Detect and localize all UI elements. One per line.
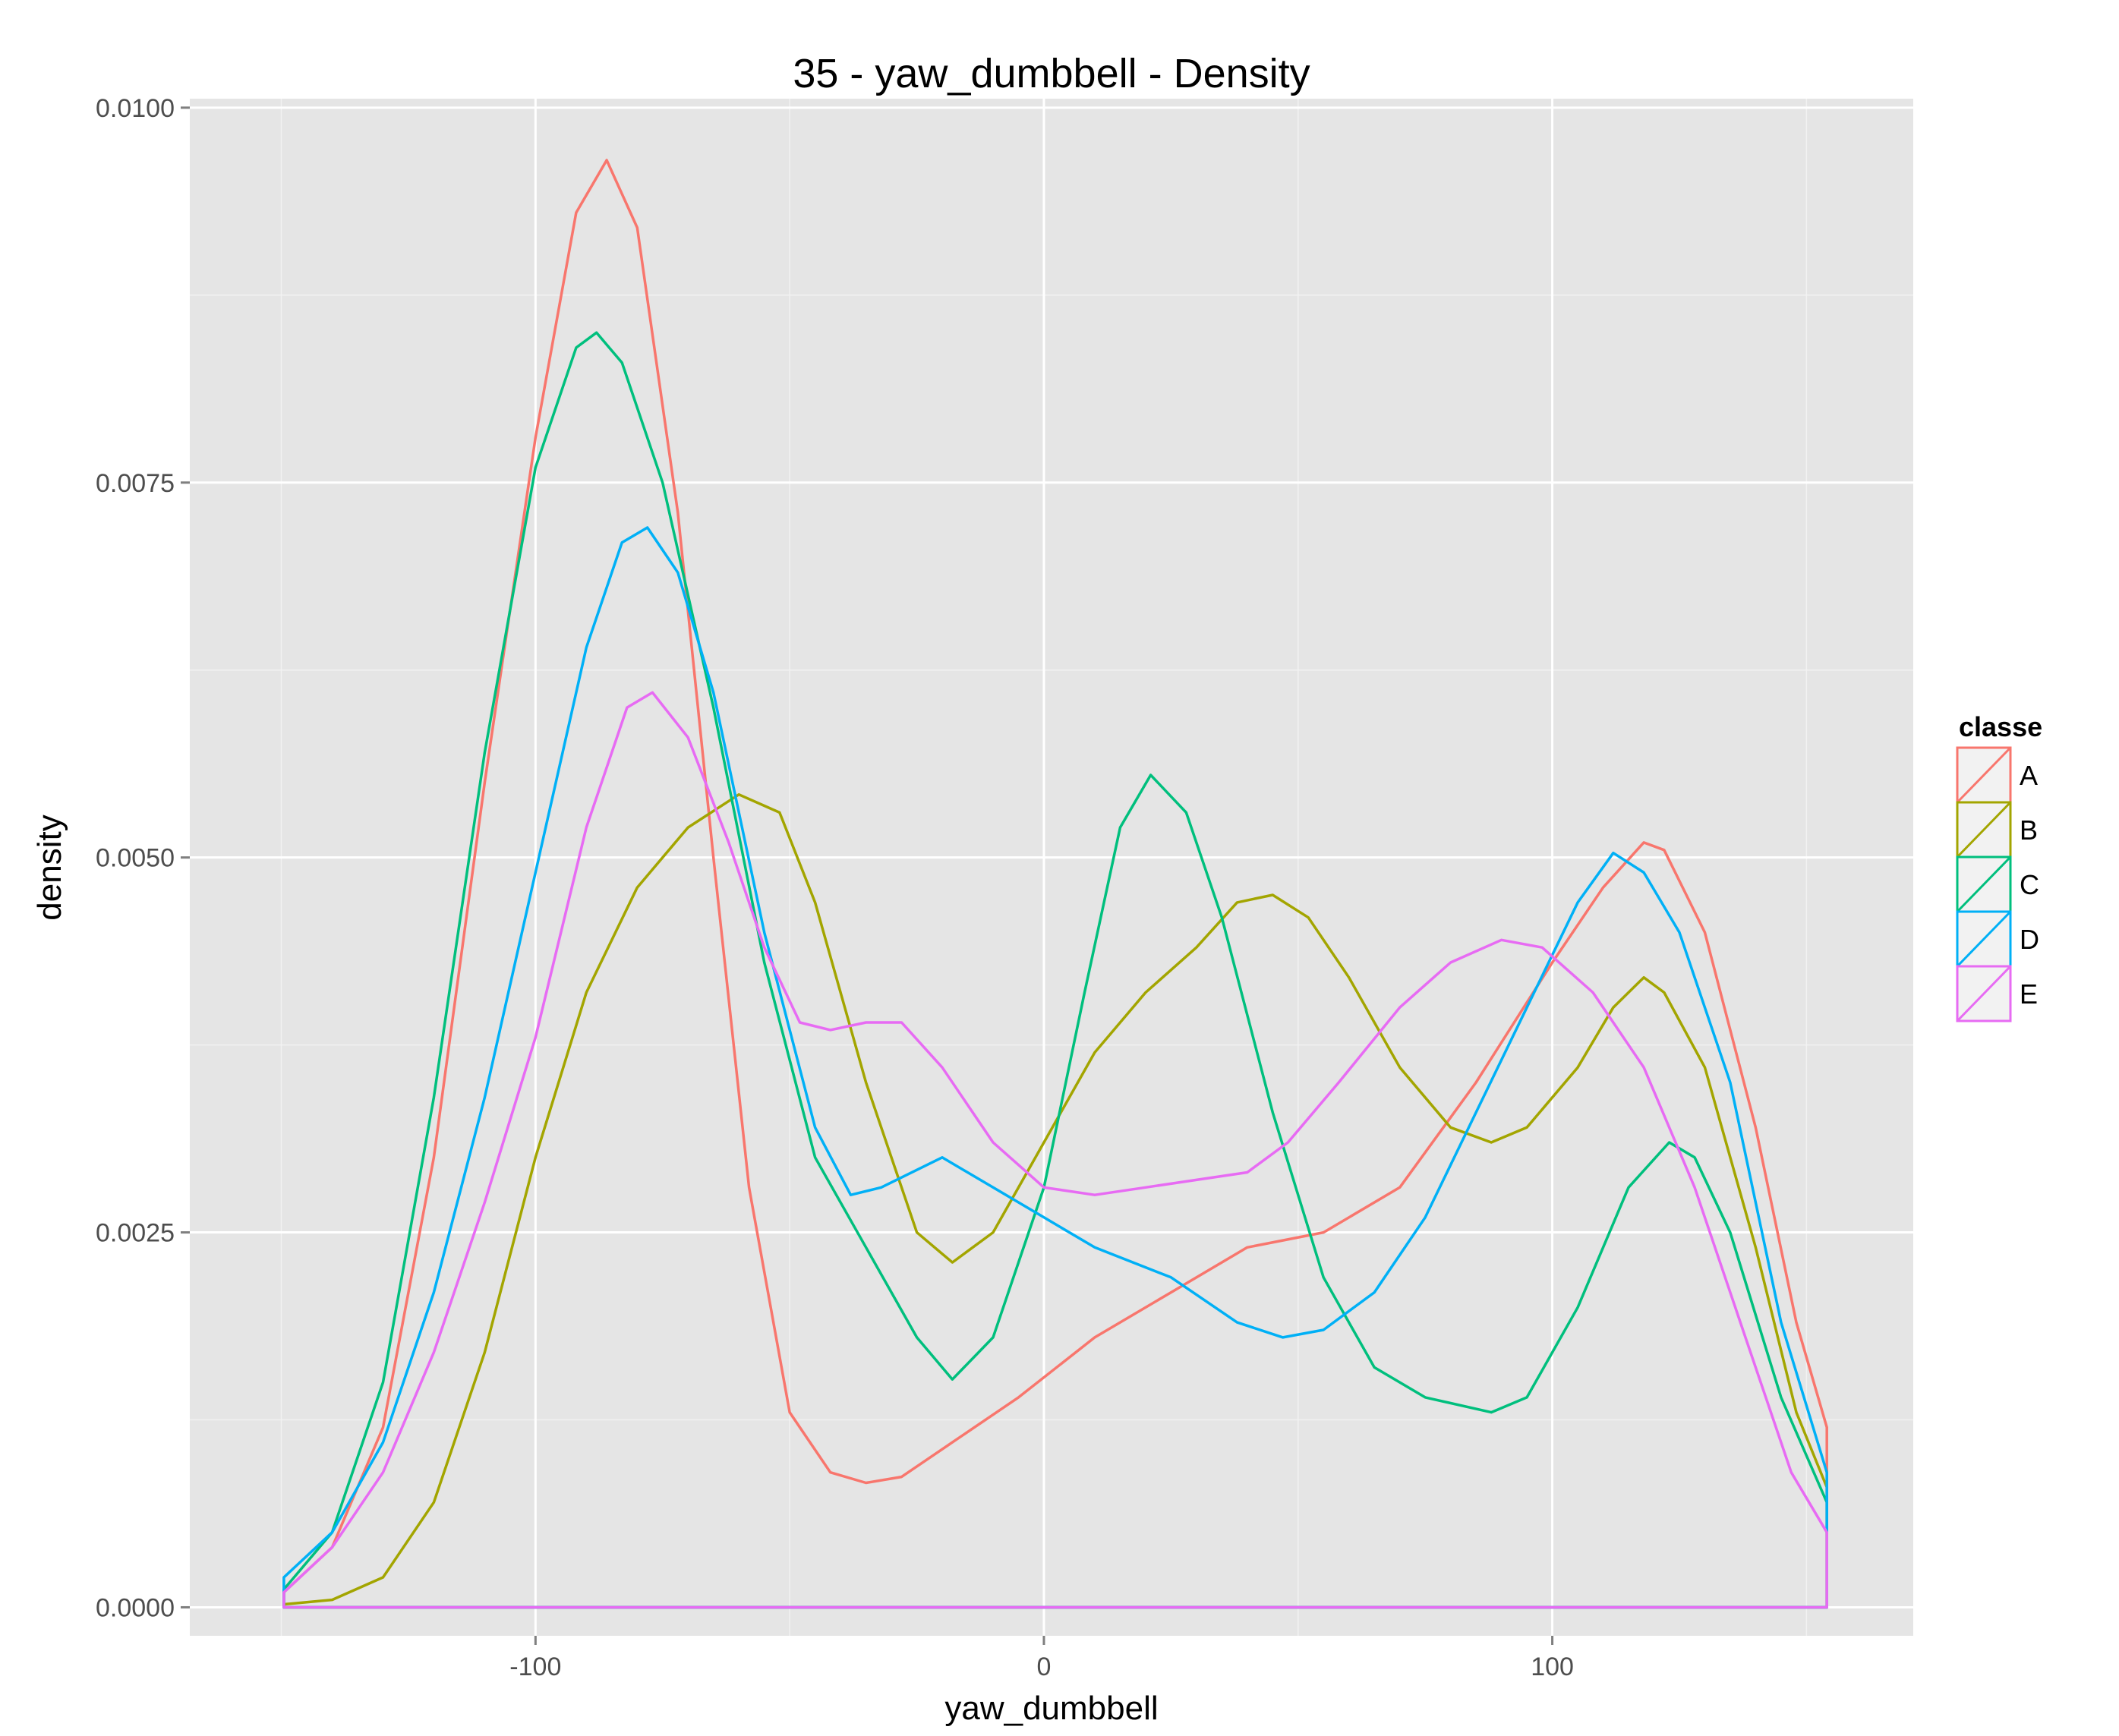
y-tick-label: 0.0075 [96, 469, 175, 498]
legend-label-C: C [2020, 869, 2039, 900]
density-curves [282, 159, 1828, 1609]
legend-key-diagonal [1956, 746, 2012, 804]
y-tick-label: 0.0100 [96, 94, 175, 123]
series-curve-A [282, 159, 1828, 1609]
x-tick-label: 0 [1036, 1653, 1051, 1681]
y-tick-label: 0.0050 [96, 844, 175, 873]
legend-key-diagonal [1956, 801, 2012, 859]
axes: 0.0000 0.0025 0.0050 0.0075 0.0100 -100 0 100 [96, 94, 1574, 1681]
y-tick-label: 0.0025 [96, 1219, 175, 1248]
legend-title: classe [1959, 711, 2042, 742]
chart-title: 35 - yaw_dumbbell - Density [793, 51, 1310, 96]
legend-label-D: D [2020, 924, 2039, 955]
legend-key-diagonal [1956, 965, 2012, 1022]
series-curve-B [282, 792, 1828, 1609]
y-axis-title: density [31, 814, 68, 920]
y-tick-label: 0.0000 [96, 1593, 175, 1622]
series-curve-C [282, 331, 1828, 1609]
x-tick-label: 100 [1531, 1653, 1574, 1681]
plot-panel [190, 99, 1913, 1636]
legend-key-diagonal [1956, 910, 2012, 968]
legend-label-B: B [2020, 814, 2038, 846]
legend-key-diagonal [1956, 855, 2012, 913]
x-axis-title: yaw_dumbbell [944, 1690, 1158, 1727]
legend-label-A: A [2020, 760, 2038, 791]
legend-label-E: E [2020, 978, 2038, 1010]
series-curve-D [282, 526, 1828, 1609]
series-curve-E [282, 691, 1828, 1609]
x-tick-label: -100 [509, 1653, 561, 1681]
